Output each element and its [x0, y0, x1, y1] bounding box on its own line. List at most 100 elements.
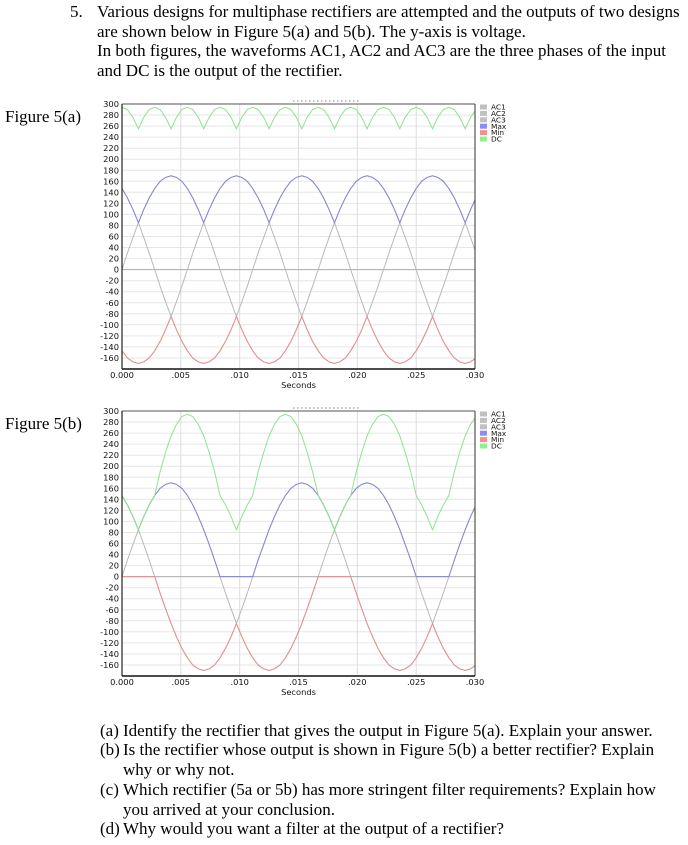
x-tick-label: .005: [172, 370, 190, 380]
legend-label: AC3: [491, 115, 506, 124]
legend-swatch: [480, 417, 487, 423]
problem-line: In both figures, the waveforms AC1, AC2 …: [97, 41, 666, 60]
y-tick-label: 260: [103, 121, 119, 131]
x-tick-label: 0.000: [110, 370, 134, 380]
legend-label: AC2: [491, 109, 506, 118]
y-tick-label: -20: [105, 583, 119, 593]
legend-label: DC: [491, 442, 502, 451]
y-tick-label: 160: [103, 176, 119, 186]
x-tick-label: .030: [466, 370, 484, 380]
y-tick-label: 60: [108, 539, 119, 549]
legend-item-dc: DC: [480, 442, 502, 451]
x-axis-label: Seconds: [281, 380, 316, 390]
legend-item-ac3: AC3: [480, 115, 506, 124]
y-tick-label: 80: [108, 528, 119, 538]
y-tick-label: 280: [103, 417, 119, 427]
y-tick-label: 0: [114, 572, 119, 582]
legend-label: Min: [491, 435, 504, 444]
y-tick-label: 20: [108, 254, 119, 264]
x-tick-label: .015: [289, 370, 307, 380]
y-tick-label: 260: [103, 428, 119, 438]
question-marker: (d): [100, 819, 120, 838]
y-tick-label: 60: [108, 232, 119, 242]
y-tick-label: -20: [105, 276, 119, 286]
y-tick-label: -140: [100, 649, 119, 659]
legend-label: DC: [491, 135, 502, 144]
series-line-dc: [122, 413, 475, 532]
y-tick-label: -80: [105, 309, 119, 319]
legend-label: Max: [491, 429, 507, 438]
legend-item-ac3: AC3: [480, 422, 506, 431]
legend-item-min: Min: [480, 128, 504, 137]
y-tick-label: -60: [105, 605, 119, 615]
y-tick-label: -80: [105, 616, 119, 626]
question-text: Which rectifier (5a or 5b) has more stri…: [123, 780, 656, 799]
y-tick-label: 140: [103, 494, 119, 504]
legend-label: Min: [491, 128, 504, 137]
y-tick-label: -40: [105, 594, 119, 604]
x-tick-label: .010: [230, 370, 248, 380]
y-tick-label: 160: [103, 483, 119, 493]
question-text: Identify the rectifier that gives the ou…: [123, 721, 653, 740]
legend-swatch: [480, 430, 487, 436]
legend-label: AC1: [491, 103, 506, 112]
problem-number: 5.: [70, 2, 83, 21]
legend-swatch: [480, 411, 487, 417]
x-tick-label: .020: [348, 370, 366, 380]
figure-5b-chart: 300 280 260 240 220 200 180 160 140 120 100 80 60 40 2…: [0, 402, 688, 702]
y-tick-label: -40: [105, 287, 119, 297]
legend-item-min: Min: [480, 435, 504, 444]
question-text: Is the rectifier whose output is shown i…: [123, 740, 655, 759]
y-tick-label: 200: [103, 461, 119, 471]
question-text: you arrived at your conclusion.: [123, 800, 335, 819]
y-tick-label: 220: [103, 450, 119, 460]
y-tick-label: 40: [108, 243, 119, 253]
legend-swatch: [480, 104, 487, 110]
y-tick-label: 200: [103, 154, 119, 164]
y-tick-label: 20: [108, 561, 119, 571]
y-tick-label: 180: [103, 472, 119, 482]
y-tick-label: 100: [103, 209, 119, 219]
series-line-min: [122, 315, 475, 365]
y-tick-label: 0: [114, 265, 119, 275]
y-tick-label: 40: [108, 550, 119, 560]
legend-swatch: [480, 136, 487, 142]
legend-item-ac2: AC2: [480, 109, 506, 118]
y-tick-label: 100: [103, 516, 119, 526]
question-marker: (b): [100, 740, 120, 759]
x-tick-label: .015: [289, 677, 307, 687]
y-tick-label: 300: [103, 406, 119, 416]
legend-item-ac1: AC1: [480, 103, 506, 112]
x-tick-label: .005: [172, 677, 190, 687]
legend-item-max: Max: [480, 122, 507, 131]
x-tick-label: 0.000: [110, 677, 134, 687]
series-line-min: [122, 576, 475, 672]
x-tick-label: .010: [230, 677, 248, 687]
y-tick-label: -140: [100, 342, 119, 352]
series-line-max: [122, 175, 475, 225]
legend-label: AC3: [491, 422, 506, 431]
legend-swatch: [480, 130, 487, 136]
y-tick-label: 140: [103, 187, 119, 197]
legend-item-max: Max: [480, 429, 507, 438]
legend-swatch: [480, 443, 487, 449]
x-axis-label: Seconds: [281, 687, 316, 697]
y-tick-label: 120: [103, 198, 119, 208]
question-marker: (c): [100, 780, 119, 799]
figure-5b-label: Figure 5(b): [5, 414, 82, 433]
question-marker: (a): [100, 721, 119, 740]
legend-swatch: [480, 424, 487, 430]
series-line-max: [122, 482, 475, 578]
figure-5a-label: Figure 5(a): [5, 107, 82, 126]
problem-line: Various designs for multiphase rectifier…: [97, 2, 680, 21]
legend-label: Max: [491, 122, 507, 131]
legend-swatch: [480, 437, 487, 443]
y-tick-label: 280: [103, 110, 119, 120]
y-tick-label: -160: [100, 353, 119, 363]
legend-swatch: [480, 110, 487, 116]
legend-item-ac2: AC2: [480, 416, 506, 425]
y-tick-label: 220: [103, 143, 119, 153]
legend-swatch: [480, 117, 487, 123]
x-tick-label: .020: [348, 677, 366, 687]
y-tick-label: -100: [100, 320, 119, 330]
